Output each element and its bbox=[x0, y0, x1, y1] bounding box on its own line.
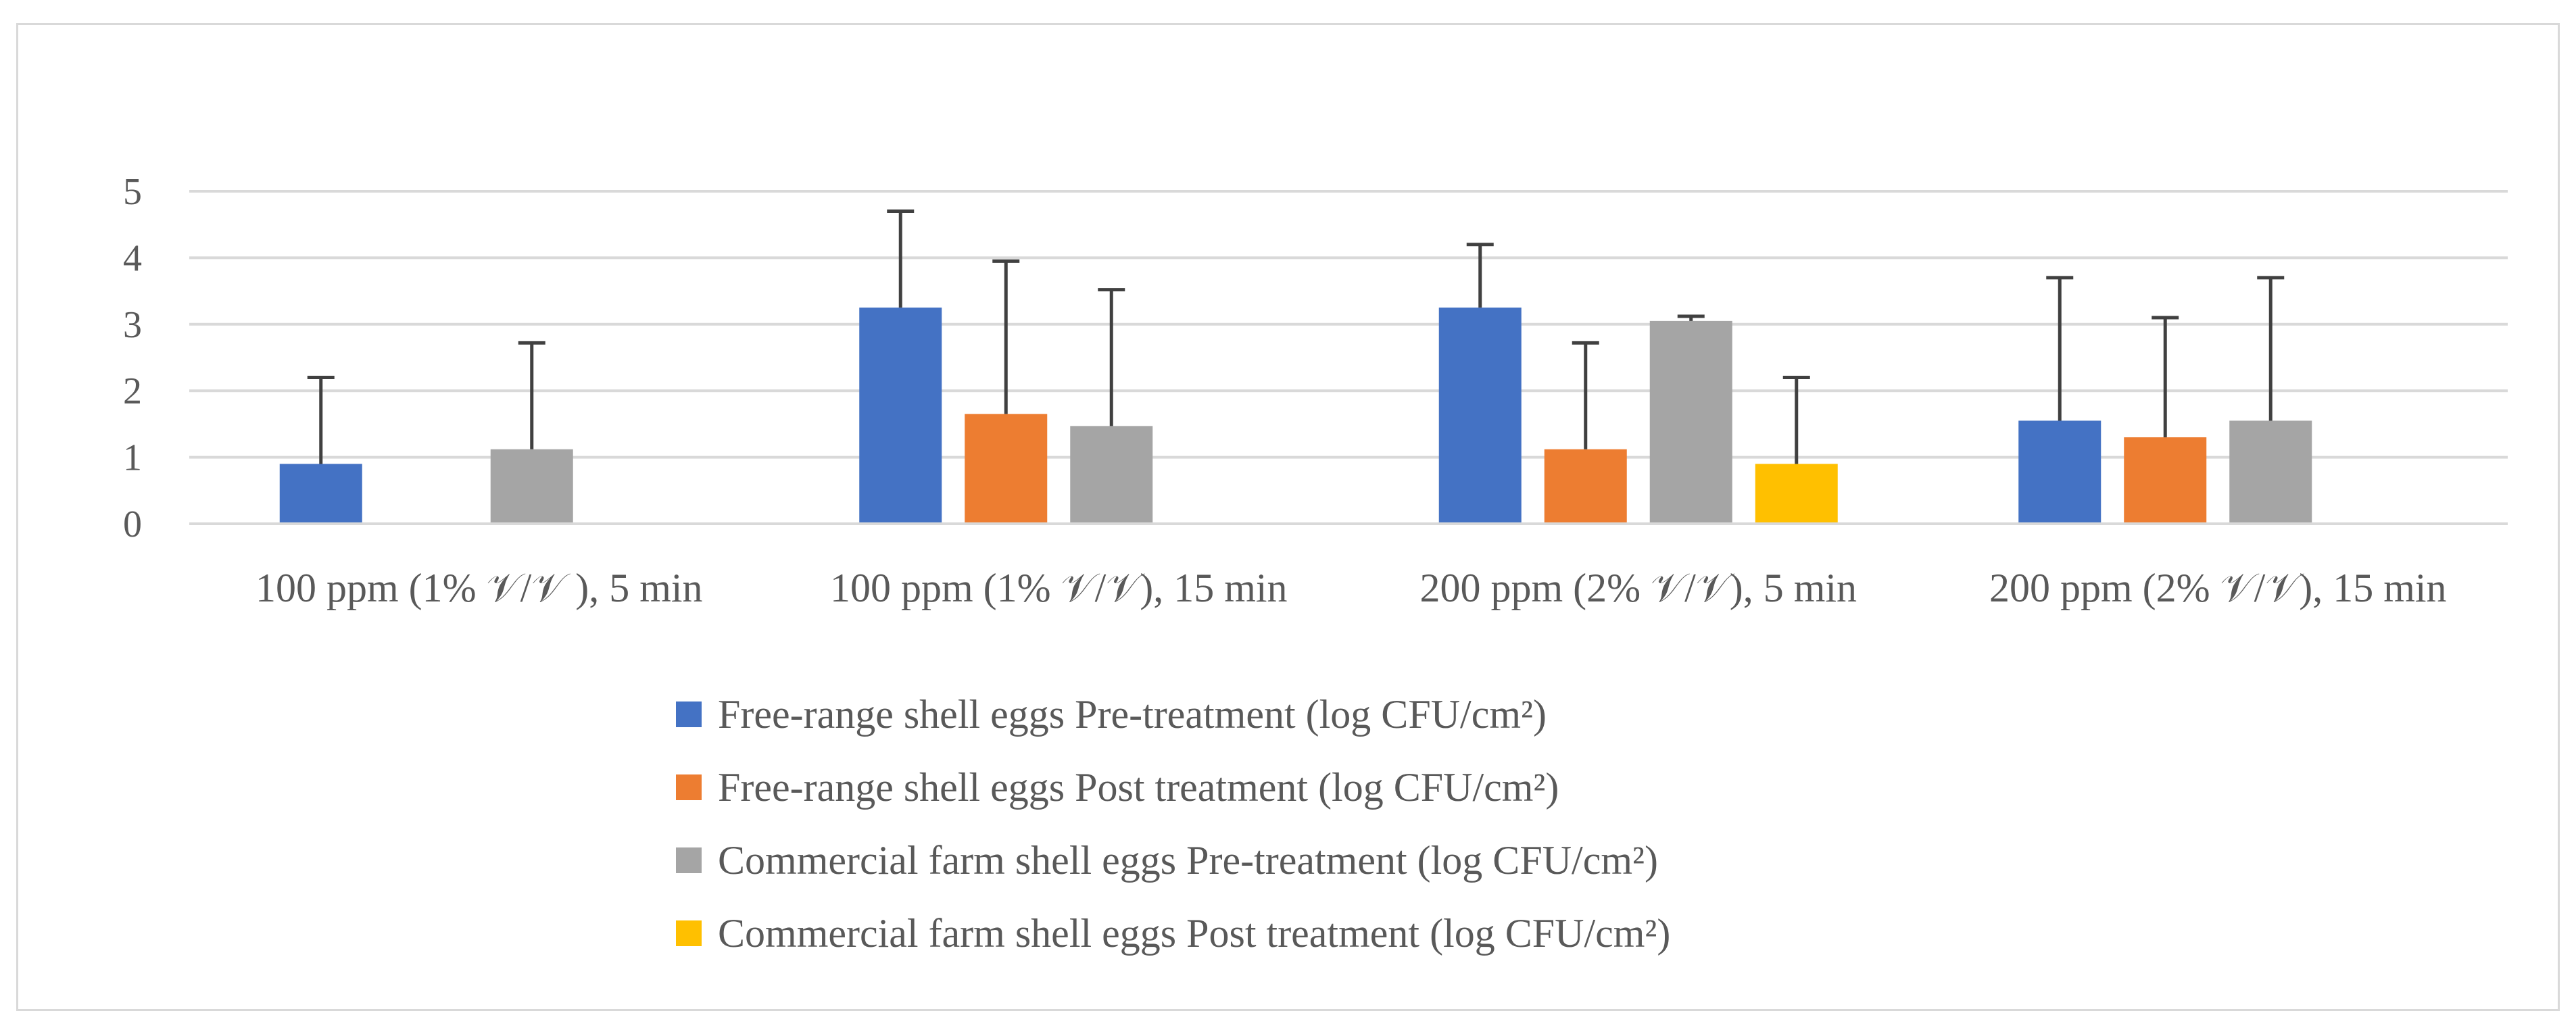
x-category-label: 100 ppm (1% 𝒱/𝒱 ), 5 min bbox=[256, 566, 703, 610]
bars bbox=[189, 307, 2508, 525]
bar bbox=[1438, 307, 1522, 524]
bar bbox=[279, 464, 362, 524]
legend-label: Free-range shell eggs Post treatment (lo… bbox=[718, 765, 1559, 810]
bar bbox=[965, 414, 1048, 524]
bar bbox=[2229, 420, 2312, 524]
x-category-label: 200 ppm (2% 𝒱/𝒱), 5 min bbox=[1419, 566, 1857, 610]
error-bars bbox=[307, 210, 2285, 464]
bar bbox=[2124, 437, 2207, 524]
legend-label: Commercial farm shell eggs Post treatmen… bbox=[718, 911, 1670, 956]
y-tick-label: 2 bbox=[123, 370, 142, 412]
legend-label: Commercial farm shell eggs Pre-treatment… bbox=[718, 838, 1658, 883]
legend-swatch bbox=[676, 701, 702, 727]
legend-swatch bbox=[676, 774, 702, 800]
bar bbox=[2018, 420, 2101, 524]
bar bbox=[859, 307, 942, 524]
bar bbox=[1544, 449, 1627, 524]
x-category-label: 100 ppm (1% 𝒱/𝒱), 15 min bbox=[830, 566, 1288, 610]
y-axis-ticks: 0 1 2 3 4 5 bbox=[123, 171, 142, 545]
legend-swatch bbox=[676, 847, 702, 873]
x-axis-labels: 100 ppm (1% 𝒱/𝒱 ), 5 min 100 ppm (1% 𝒱/𝒱)… bbox=[256, 566, 2447, 610]
x-category-label: 200 ppm (2% 𝒱/𝒱), 15 min bbox=[1989, 566, 2447, 610]
legend-label: Free-range shell eggs Pre-treatment (log… bbox=[718, 692, 1547, 737]
legend-swatch bbox=[676, 920, 702, 946]
y-tick-label: 3 bbox=[123, 304, 142, 346]
y-tick-label: 5 bbox=[123, 171, 142, 213]
y-tick-label: 0 bbox=[123, 503, 142, 545]
y-tick-label: 1 bbox=[123, 437, 142, 479]
bar bbox=[1755, 464, 1838, 524]
bar bbox=[1070, 426, 1153, 524]
legend: Free-range shell eggs Pre-treatment (log… bbox=[676, 692, 1670, 956]
y-tick-label: 4 bbox=[123, 237, 142, 279]
bar bbox=[1649, 320, 1732, 524]
bar bbox=[490, 449, 573, 524]
